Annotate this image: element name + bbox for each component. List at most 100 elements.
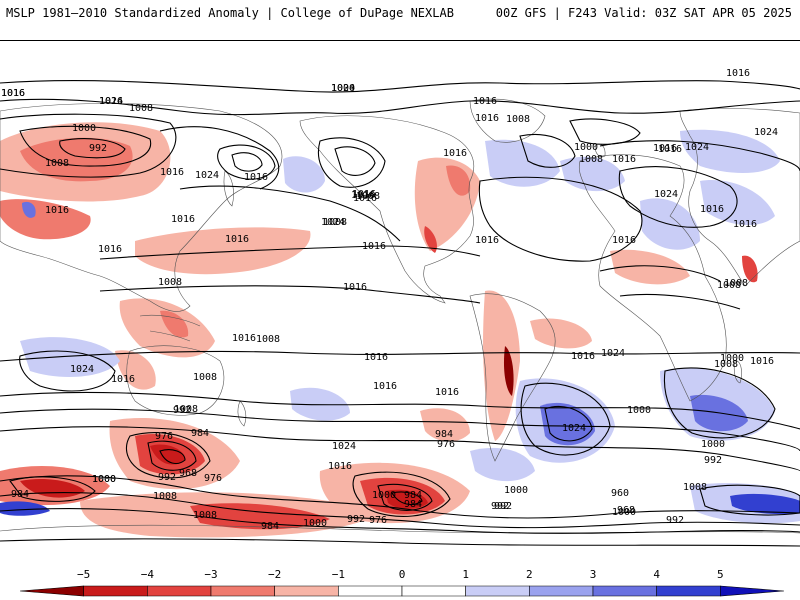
isobar-1024-north xyxy=(0,80,800,93)
coastline-north-america xyxy=(299,115,475,304)
isobar-label: 984 xyxy=(404,490,422,501)
isobar-1016-pacific-low2 xyxy=(231,152,263,172)
isobar-label: 1000 xyxy=(372,490,396,501)
colorbar-tick-label: 0 xyxy=(399,568,406,581)
isobar-label: 1008 xyxy=(714,359,738,370)
neg-anomaly-southern-ocean-w-deep xyxy=(150,444,185,465)
pos-anomaly-south-pacific xyxy=(20,337,120,377)
isobar-1000-labrador xyxy=(569,118,641,145)
colorbar-tick-label: 4 xyxy=(653,568,660,581)
isobar-label: 976 xyxy=(369,515,387,526)
neg-anomaly-usa-core xyxy=(446,165,471,196)
isobar-label: 1008 xyxy=(356,191,380,202)
isobar-1016-pacific xyxy=(159,126,280,190)
isobar-label: 1016 xyxy=(352,189,376,200)
isobar-label: 1008 xyxy=(506,114,530,125)
colorbar-bin xyxy=(529,585,594,597)
neg-anomaly-brazil xyxy=(530,318,592,349)
isobar-label: 1016 xyxy=(733,219,757,230)
isobar-label: 992 xyxy=(347,514,365,525)
isobar-label: 1024 xyxy=(195,170,219,181)
isobar-label: 1016 xyxy=(171,214,195,225)
isobar-label: 1016 xyxy=(45,205,69,216)
colorbar-tick-label: −2 xyxy=(268,568,281,581)
isobar-label: 992 xyxy=(89,143,107,154)
isobar-1016-atlantic-high xyxy=(478,176,643,262)
neg-anomaly-southern-ocean-c-deep xyxy=(385,489,428,509)
isobar-label: 1008 xyxy=(323,217,347,228)
isobar-label: 1008 xyxy=(724,278,748,289)
neg-anomaly-sahara xyxy=(610,249,690,285)
isobar-label: 1016 xyxy=(99,96,123,107)
neg-anomaly-andes xyxy=(483,290,520,441)
isobar-1008-siberia xyxy=(0,113,177,178)
coastline-japan xyxy=(223,170,234,207)
isobar-976-south-low-w xyxy=(147,440,197,471)
isobar-1008-africa xyxy=(619,293,741,310)
pos-anomaly-labrador xyxy=(485,139,560,187)
colorbar-bin xyxy=(210,585,275,597)
isobar-1024-indian xyxy=(663,367,776,439)
colorbar-bin xyxy=(720,585,785,597)
isobar-984-south-low-w xyxy=(125,432,211,479)
colorbar-bin xyxy=(592,585,657,597)
isobar-label: 1016 xyxy=(225,234,249,245)
colorbar-bin xyxy=(401,585,466,597)
isobar-label: 1016 xyxy=(160,167,184,178)
isobar-label: 1024 xyxy=(685,142,709,153)
coastline-asia xyxy=(0,103,283,312)
isobar-label: 1016 xyxy=(571,351,595,362)
isobar-label: 1016 xyxy=(364,352,388,363)
neg-anomaly-tibet xyxy=(0,199,91,240)
pos-anomaly-antarctic-w xyxy=(0,501,50,516)
isobar-label: 1016 xyxy=(351,190,375,201)
coastline-europe-africa xyxy=(578,154,727,402)
isobar-label: 1016 xyxy=(353,193,377,204)
isobar-label: 1024 xyxy=(99,96,123,107)
colorbar-bin xyxy=(465,585,530,597)
isobar-968-south-low-w xyxy=(159,449,186,465)
isobar-label: 1024 xyxy=(70,364,94,375)
neg-anomaly-drake xyxy=(420,408,470,442)
isobar-label: 1000 xyxy=(303,518,327,529)
isobar-label: 1000 xyxy=(331,83,355,94)
coastline-madagascar xyxy=(733,360,742,384)
isobar-label: 1016 xyxy=(612,154,636,165)
pos-anomaly-east-pacific xyxy=(283,156,325,193)
isobar-label: 992 xyxy=(666,515,684,526)
isobar-label: 1000 xyxy=(72,123,96,134)
isobar-1008-pacific-high xyxy=(334,146,376,176)
colorbar-tick-label: 1 xyxy=(462,568,469,581)
neg-anomaly-siberia-core xyxy=(20,137,133,182)
isobar-label: 1024 xyxy=(321,217,345,228)
isobar-label: 1008 xyxy=(683,482,707,493)
isobar-label: 1000 xyxy=(612,507,636,518)
isobar-labels: 1016102410161008100099210081016102410161… xyxy=(1,68,778,532)
isobar-label: 968 xyxy=(179,468,197,479)
isobar-984-antarctic-low-w xyxy=(9,476,96,502)
isobar-1024-russia xyxy=(618,166,738,228)
isobar-label: 1000 xyxy=(92,474,116,485)
colorbar-tick-labels: −5 −4 −3 −2 −1 0 1 2 3 4 5 xyxy=(77,568,724,581)
isobar-1000-antarctic-low-e xyxy=(699,484,800,516)
isobar-label: 1016 xyxy=(475,113,499,124)
isobar-label: 1008 xyxy=(158,277,182,288)
isobar-968-south-low-c xyxy=(377,483,433,511)
isobar-1008-south-band xyxy=(0,391,800,430)
isobar-label: 1016 xyxy=(1,88,25,99)
colorbar-tick-label: 5 xyxy=(717,568,724,581)
isobar-label: 984 xyxy=(11,489,29,500)
coastline-new-zealand xyxy=(237,400,247,427)
isobar-1024-south-pacific xyxy=(19,350,116,392)
pos-anomaly-caspian xyxy=(22,201,36,218)
colorbar-bin xyxy=(338,585,403,597)
isobars xyxy=(0,80,800,547)
coastline-indonesia xyxy=(139,314,201,342)
isobar-label: 976 xyxy=(204,473,222,484)
isobar-label: 984 xyxy=(404,499,422,510)
isobar-label: 1024 xyxy=(601,348,625,359)
isobar-1016-subtropics xyxy=(99,245,481,260)
isobar-label: 1016 xyxy=(343,282,367,293)
isobar-label: 1016 xyxy=(111,374,135,385)
neg-anomaly-australia-w xyxy=(115,350,156,390)
